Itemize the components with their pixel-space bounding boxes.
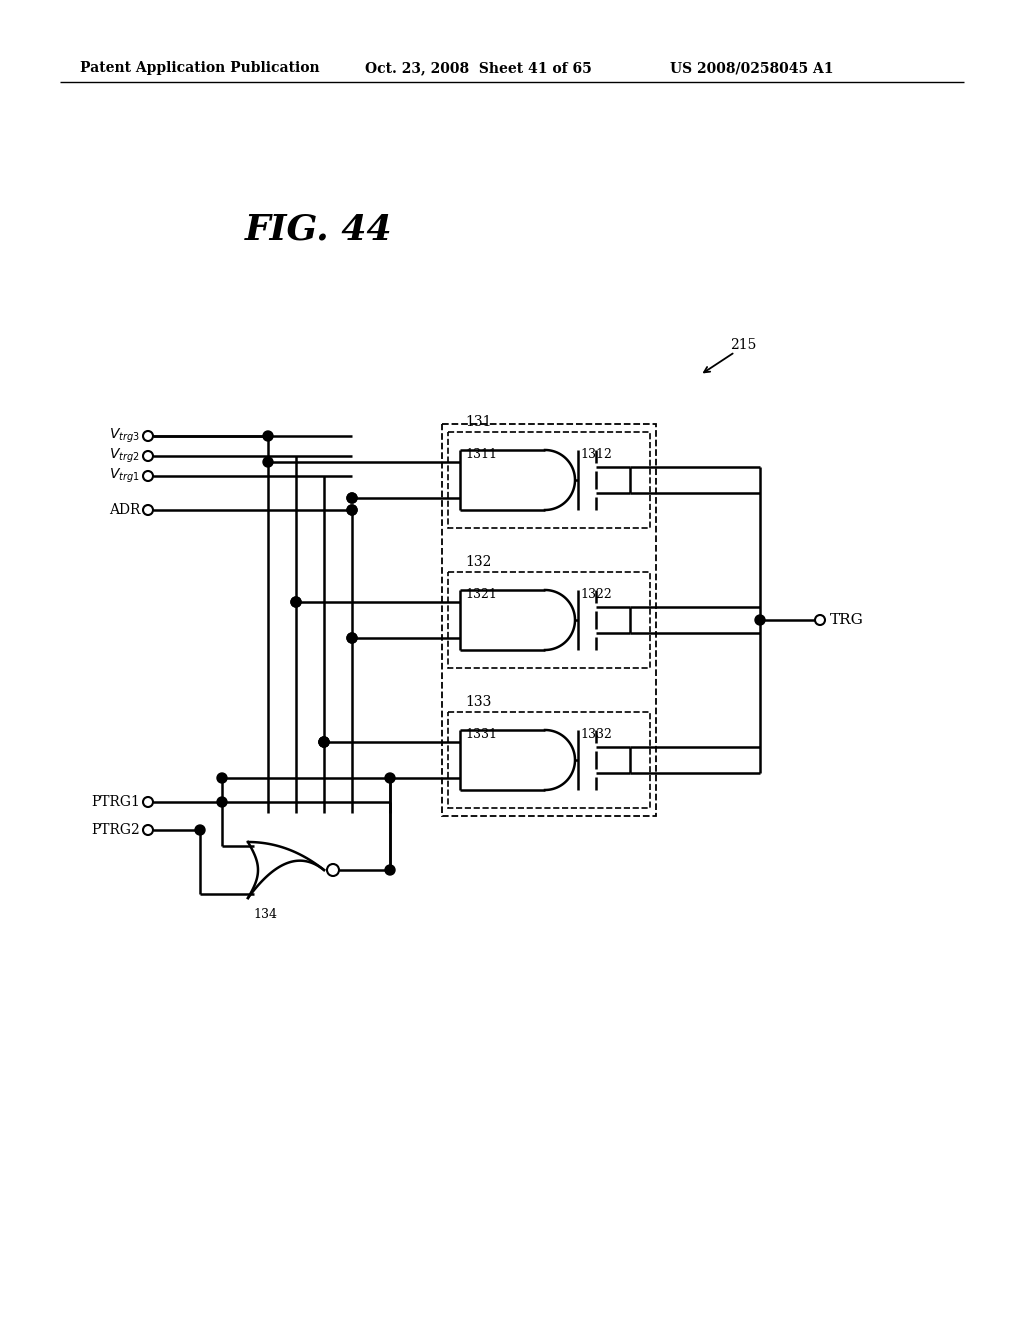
Text: Patent Application Publication: Patent Application Publication xyxy=(80,61,319,75)
Text: FIG. 44: FIG. 44 xyxy=(245,213,392,247)
Circle shape xyxy=(217,774,227,783)
Circle shape xyxy=(143,506,153,515)
Circle shape xyxy=(143,797,153,807)
Circle shape xyxy=(143,471,153,480)
Circle shape xyxy=(143,451,153,461)
Text: PTRG2: PTRG2 xyxy=(91,822,140,837)
Circle shape xyxy=(217,797,227,807)
Text: 1312: 1312 xyxy=(580,449,612,462)
Text: 1331: 1331 xyxy=(465,729,497,742)
Text: $V_{trg1}$: $V_{trg1}$ xyxy=(110,467,140,486)
Text: 1332: 1332 xyxy=(580,729,612,742)
Text: 131: 131 xyxy=(465,414,492,429)
Circle shape xyxy=(195,825,205,836)
Text: 132: 132 xyxy=(465,554,492,569)
Circle shape xyxy=(347,634,357,643)
Circle shape xyxy=(385,865,395,875)
Text: Oct. 23, 2008  Sheet 41 of 65: Oct. 23, 2008 Sheet 41 of 65 xyxy=(365,61,592,75)
Bar xyxy=(449,432,650,528)
Circle shape xyxy=(143,432,153,441)
Circle shape xyxy=(347,492,357,503)
Circle shape xyxy=(319,737,329,747)
Circle shape xyxy=(263,457,273,467)
Circle shape xyxy=(755,615,765,624)
Circle shape xyxy=(815,615,825,624)
Text: $V_{trg3}$: $V_{trg3}$ xyxy=(110,426,140,445)
Text: ADR: ADR xyxy=(109,503,140,517)
Text: 215: 215 xyxy=(730,338,757,352)
Circle shape xyxy=(385,774,395,783)
Circle shape xyxy=(319,737,329,747)
Text: $V_{trg2}$: $V_{trg2}$ xyxy=(110,447,140,465)
Text: US 2008/0258045 A1: US 2008/0258045 A1 xyxy=(670,61,834,75)
Circle shape xyxy=(319,737,329,747)
Circle shape xyxy=(263,432,273,441)
Text: 134: 134 xyxy=(253,908,278,920)
Circle shape xyxy=(327,865,339,876)
Bar xyxy=(449,572,650,668)
Circle shape xyxy=(347,506,357,515)
Circle shape xyxy=(347,506,357,515)
Circle shape xyxy=(291,597,301,607)
Text: PTRG1: PTRG1 xyxy=(91,795,140,809)
Bar xyxy=(449,711,650,808)
Text: 1322: 1322 xyxy=(580,589,611,602)
Circle shape xyxy=(347,634,357,643)
Text: 1321: 1321 xyxy=(465,589,497,602)
Text: 133: 133 xyxy=(465,696,492,709)
Text: 1311: 1311 xyxy=(465,449,497,462)
Bar xyxy=(442,424,656,816)
Circle shape xyxy=(143,825,153,836)
Text: TRG: TRG xyxy=(830,612,864,627)
Circle shape xyxy=(347,492,357,503)
Circle shape xyxy=(291,597,301,607)
